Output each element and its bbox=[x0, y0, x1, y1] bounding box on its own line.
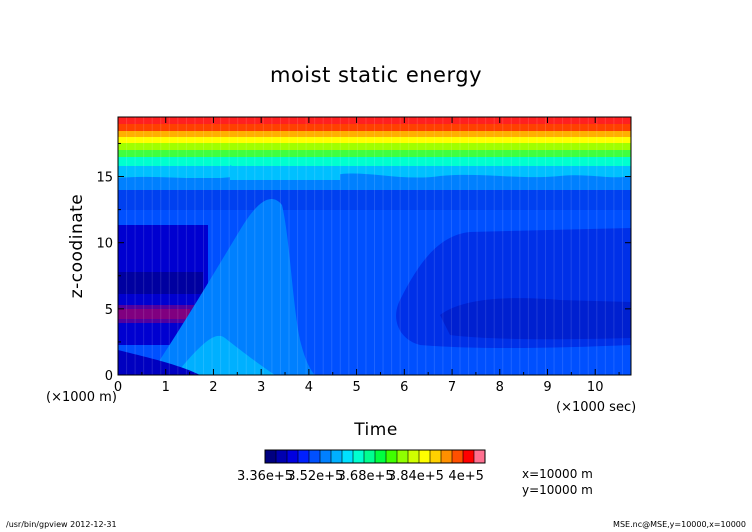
y-axis-title: z-coodinate bbox=[67, 194, 87, 299]
field-band-upper-blue bbox=[118, 190, 631, 210]
x-tick-label: 8 bbox=[496, 380, 504, 395]
field-region-right-darker bbox=[440, 298, 631, 340]
x-tick-label: 5 bbox=[352, 380, 360, 395]
colorbar-swatch bbox=[309, 450, 321, 463]
x-tick-label: 6 bbox=[400, 380, 408, 395]
colorbar-swatch bbox=[408, 450, 420, 463]
colorbar-swatch bbox=[298, 450, 310, 463]
field-plume-core bbox=[175, 335, 275, 375]
colorbar-label: 3.52e+5 bbox=[287, 469, 343, 484]
colorbar-swatch bbox=[397, 450, 409, 463]
colorbar-swatch bbox=[320, 450, 332, 463]
x-tick-label: 3 bbox=[257, 380, 265, 395]
x-tick-label: 7 bbox=[448, 380, 456, 395]
y-axis-unit: (×1000 m) bbox=[46, 390, 117, 405]
position-y: y=10000 m bbox=[522, 483, 593, 497]
x-axis-title: Time bbox=[353, 420, 398, 440]
colorbar-swatch bbox=[386, 450, 398, 463]
field-boundary-layer bbox=[118, 350, 200, 375]
colorbar-label: 4e+5 bbox=[448, 469, 483, 484]
field-band-yellow bbox=[118, 137, 631, 143]
colorbar-swatch bbox=[430, 450, 442, 463]
field-band-orange bbox=[118, 131, 631, 137]
field-band-red bbox=[118, 117, 631, 124]
colorbar-swatch bbox=[287, 450, 299, 463]
colorbar-swatch bbox=[353, 450, 365, 463]
x-tick-label: 9 bbox=[543, 380, 551, 395]
footer-right: MSE.nc@MSE,y=10000,x=10000 bbox=[613, 520, 746, 529]
x-tick-label: 2 bbox=[209, 380, 217, 395]
colorbar-swatch bbox=[331, 450, 343, 463]
colorbar-swatch bbox=[441, 450, 453, 463]
colorbar-swatch bbox=[364, 450, 376, 463]
x-axis: 0 1 2 3 4 5 6 7 8 9 10 bbox=[114, 117, 620, 395]
field-plume bbox=[150, 199, 315, 375]
field-wave-plume-top bbox=[230, 165, 340, 180]
colorbar-labels: 3.36e+53.52e+53.68e+53.84e+5 4e+5 bbox=[237, 469, 484, 484]
colorbar-swatch bbox=[463, 450, 475, 463]
y-tick-label: 5 bbox=[105, 303, 113, 318]
plot-frame bbox=[117, 116, 632, 376]
field-band-green bbox=[118, 150, 631, 157]
colorbar-swatch bbox=[375, 450, 387, 463]
footer-left: /usr/bin/gpview 2012-12-31 bbox=[6, 520, 117, 529]
y-tick-label: 10 bbox=[96, 237, 113, 252]
y-tick-label: 15 bbox=[96, 171, 113, 186]
colorbar-frame bbox=[264, 449, 486, 464]
y-tick-label: 0 bbox=[105, 369, 113, 384]
x-tick-label: 4 bbox=[305, 380, 313, 395]
x-axis-unit: (×1000 sec) bbox=[556, 400, 636, 415]
colorbar-swatch bbox=[342, 450, 354, 463]
x-tick-label: 10 bbox=[587, 380, 604, 395]
y-axis: 0 5 10 15 bbox=[96, 142, 631, 384]
field-band-lime bbox=[118, 143, 631, 150]
x-tick-label: 0 bbox=[114, 380, 122, 395]
colorbar-swatch bbox=[474, 450, 486, 463]
field-band-red-orange bbox=[118, 124, 631, 131]
colorbar-swatch bbox=[452, 450, 464, 463]
colorbar bbox=[265, 450, 486, 463]
position-x: x=10000 m bbox=[522, 467, 593, 481]
field-region-left-darker bbox=[118, 272, 203, 294]
chart-title: moist static energy bbox=[270, 63, 482, 87]
colorbar-label: 3.84e+5 bbox=[388, 469, 444, 484]
colorbar-swatch bbox=[419, 450, 431, 463]
field-band-teal bbox=[118, 157, 631, 166]
colorbar-swatch bbox=[265, 450, 277, 463]
colorbar-label: 3.68e+5 bbox=[338, 469, 394, 484]
x-tick-label: 1 bbox=[162, 380, 170, 395]
field-region-left-magenta bbox=[118, 309, 190, 319]
colorbar-swatch bbox=[276, 450, 288, 463]
grid bbox=[117, 117, 623, 375]
colorbar-label: 3.36e+5 bbox=[237, 469, 293, 484]
plot-area bbox=[118, 117, 631, 375]
